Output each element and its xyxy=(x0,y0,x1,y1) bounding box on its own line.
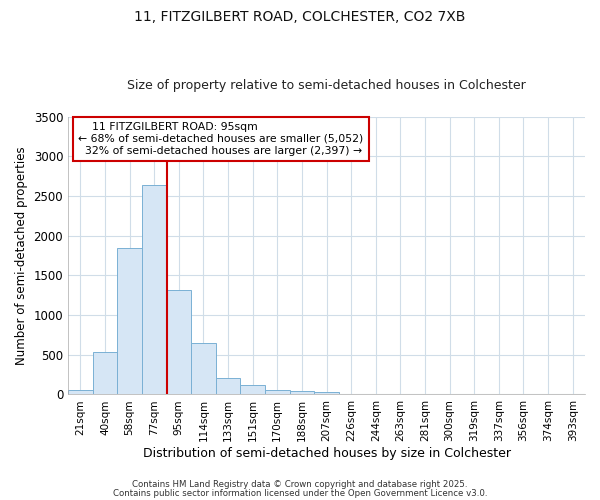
Bar xyxy=(167,290,191,395)
X-axis label: Distribution of semi-detached houses by size in Colchester: Distribution of semi-detached houses by … xyxy=(143,447,511,460)
Bar xyxy=(216,378,241,394)
Bar xyxy=(265,390,290,394)
Text: Contains HM Land Registry data © Crown copyright and database right 2025.: Contains HM Land Registry data © Crown c… xyxy=(132,480,468,489)
Text: Contains public sector information licensed under the Open Government Licence v3: Contains public sector information licen… xyxy=(113,488,487,498)
Y-axis label: Number of semi-detached properties: Number of semi-detached properties xyxy=(15,146,28,365)
Bar xyxy=(314,392,339,394)
Title: Size of property relative to semi-detached houses in Colchester: Size of property relative to semi-detach… xyxy=(127,79,526,92)
Bar xyxy=(68,390,92,394)
Text: 11, FITZGILBERT ROAD, COLCHESTER, CO2 7XB: 11, FITZGILBERT ROAD, COLCHESTER, CO2 7X… xyxy=(134,10,466,24)
Bar xyxy=(241,385,265,394)
Text: 11 FITZGILBERT ROAD: 95sqm
← 68% of semi-detached houses are smaller (5,052)
  3: 11 FITZGILBERT ROAD: 95sqm ← 68% of semi… xyxy=(79,122,364,156)
Bar xyxy=(290,392,314,394)
Bar xyxy=(117,248,142,394)
Bar xyxy=(142,185,167,394)
Bar xyxy=(191,343,216,394)
Bar xyxy=(92,352,117,395)
